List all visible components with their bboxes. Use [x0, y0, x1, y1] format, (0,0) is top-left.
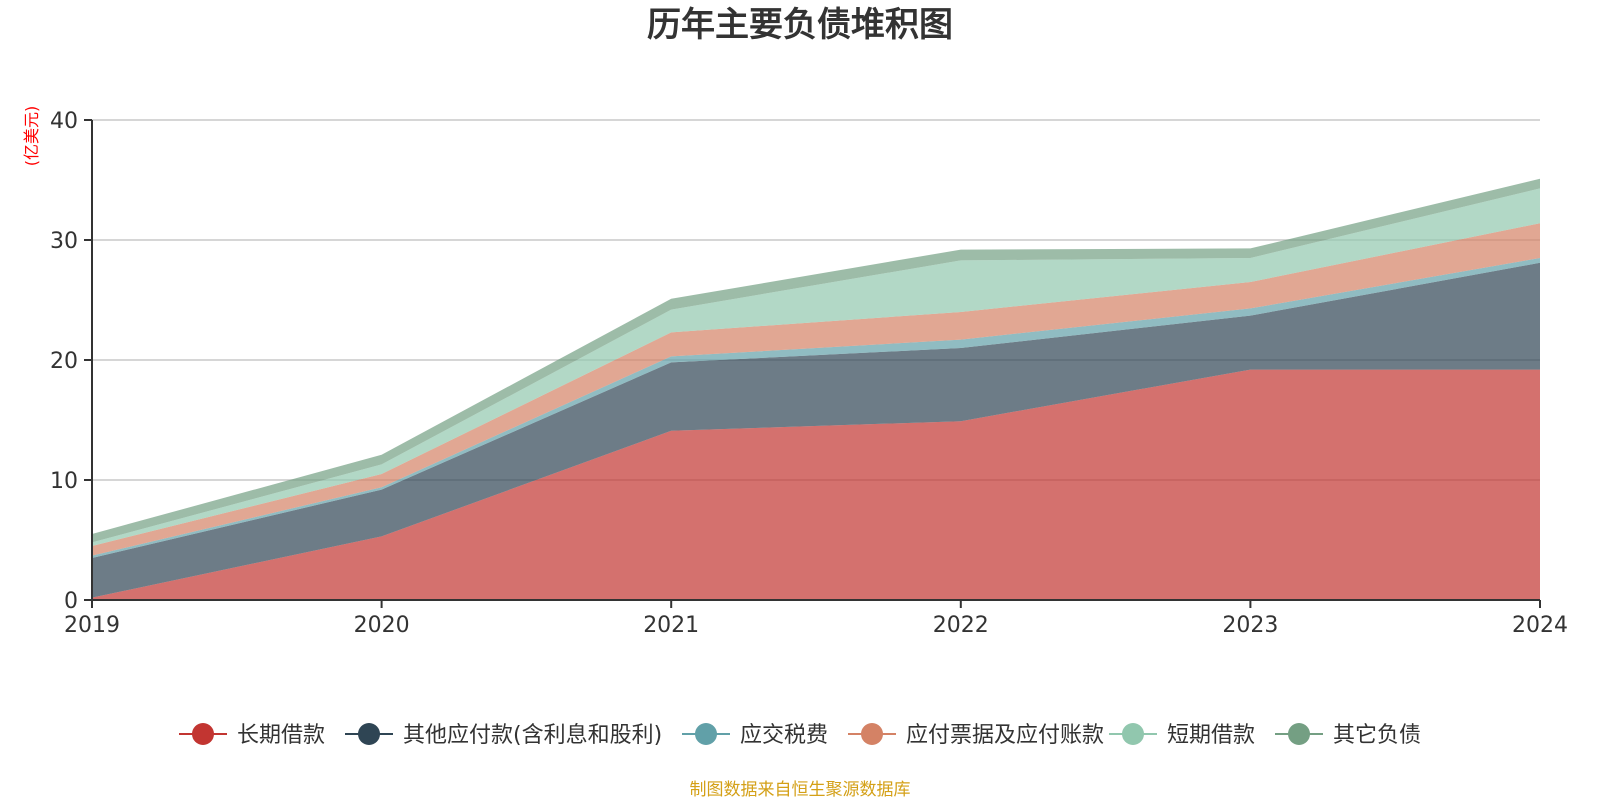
legend-label: 其它负债 [1333, 723, 1421, 748]
area-6 [92, 178, 1540, 543]
x-tick-label: 2021 [643, 613, 699, 638]
x-tick-label: 2024 [1512, 613, 1568, 638]
area-2 [92, 262, 1540, 598]
x-tick-label: 2022 [933, 613, 989, 638]
area-4 [92, 223, 1540, 556]
y-tick-label: 10 [50, 469, 78, 494]
chart-title: 历年主要负债堆积图 [647, 5, 953, 45]
legend-marker [861, 723, 883, 745]
axes: 0 10 20 30 40 2019 2020 2021 2022 2023 2024 [50, 109, 1568, 638]
legend-item-3[interactable]: 应交税费 [682, 723, 828, 748]
x-tick-label: 2020 [354, 613, 410, 638]
area-series [92, 178, 1540, 600]
area-1 [92, 369, 1540, 600]
area-3 [92, 258, 1540, 558]
y-tick-label: 40 [50, 109, 78, 134]
legend-label: 其他应付款(含利息和股利) [403, 723, 662, 748]
source-note: 制图数据来自恒生聚源数据库 [690, 780, 911, 800]
legend-marker [695, 723, 717, 745]
y-tick-label: 30 [50, 229, 78, 254]
legend-label: 短期借款 [1167, 723, 1255, 748]
legend-item-5[interactable]: 短期借款 [1109, 723, 1255, 748]
legend-item-4[interactable]: 应付票据及应付账款 [848, 723, 1104, 748]
area-5 [92, 188, 1540, 546]
legend[interactable]: 长期借款 其他应付款(含利息和股利) 应交税费 应付票据及应付账款 短期借款 其它负债 [179, 723, 1421, 748]
y-tick-label: 0 [64, 589, 78, 614]
legend-item-6[interactable]: 其它负债 [1275, 723, 1421, 748]
legend-label: 应付票据及应付账款 [906, 723, 1104, 748]
legend-marker [1288, 723, 1310, 745]
legend-label: 应交税费 [740, 723, 828, 748]
y-tick-label: 20 [50, 349, 78, 374]
x-tick-label: 2019 [64, 613, 120, 638]
legend-item-2[interactable]: 其他应付款(含利息和股利) [345, 723, 662, 748]
x-tick-label: 2023 [1222, 613, 1278, 638]
legend-marker [358, 723, 380, 745]
legend-item-1[interactable]: 长期借款 [179, 723, 325, 748]
y-axis-unit: (亿美元) [22, 106, 41, 167]
legend-label: 长期借款 [237, 723, 325, 748]
legend-marker [192, 723, 214, 745]
legend-marker [1122, 723, 1144, 745]
